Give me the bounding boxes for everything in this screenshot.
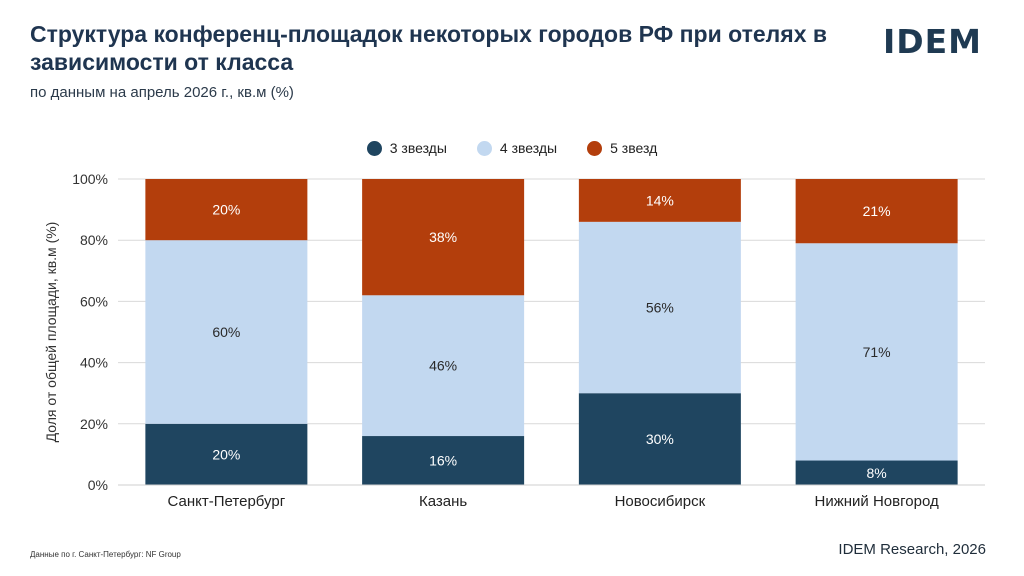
legend-item-4-stars: 4 звезды bbox=[476, 140, 558, 156]
x-tick-label: Нижний Новгород bbox=[815, 493, 939, 510]
y-tick-label: 60% bbox=[80, 293, 108, 309]
x-tick-label: Санкт-Петербург bbox=[168, 493, 286, 510]
data-label: 38% bbox=[429, 229, 457, 245]
legend-label-3-stars: 3 звезды bbox=[389, 140, 447, 156]
bar-segment bbox=[362, 436, 525, 485]
legend-label-5-stars: 5 звезд bbox=[610, 140, 658, 156]
y-tick-label: 20% bbox=[80, 416, 108, 432]
legend-swatch-4-stars bbox=[476, 140, 492, 156]
data-label: 20% bbox=[212, 202, 240, 218]
bar-segment bbox=[795, 179, 958, 244]
bar-segment bbox=[145, 240, 308, 424]
y-tick-label: 0% bbox=[88, 477, 108, 493]
legend-item-3-stars: 3 звезды bbox=[366, 140, 447, 156]
legend-label-4-stars: 4 звезды bbox=[499, 140, 558, 156]
y-tick-label: 40% bbox=[80, 355, 108, 371]
y-tick-label: 100% bbox=[72, 171, 108, 187]
bar-segment bbox=[145, 179, 308, 241]
chart-title: Структура конференц-площадок некоторых г… bbox=[30, 21, 828, 75]
research-credit: IDEM Research, 2026 bbox=[838, 541, 986, 558]
y-axis-label: Доля от общей площади, кв.м (%) bbox=[43, 222, 59, 443]
data-label: 46% bbox=[429, 358, 457, 374]
legend-swatch-3-stars bbox=[366, 140, 382, 156]
legend-swatch-5-stars bbox=[587, 140, 603, 156]
bar-segment bbox=[795, 460, 958, 485]
y-tick-label: 80% bbox=[80, 232, 108, 248]
bar-segment bbox=[578, 221, 741, 394]
data-label: 8% bbox=[867, 465, 887, 481]
chart-subtitle: по данным на апрель 2026 г., кв.м (%) bbox=[30, 84, 294, 101]
bar-segment bbox=[578, 393, 741, 485]
chart-legend: 3 звезды 4 звезды 5 звезд bbox=[0, 140, 1024, 156]
data-label: 20% bbox=[212, 446, 240, 462]
bar-segment bbox=[145, 423, 308, 485]
data-label: 56% bbox=[646, 300, 674, 316]
bar-segment bbox=[362, 179, 525, 296]
data-label: 14% bbox=[646, 192, 674, 208]
legend-item-5-stars: 5 звезд bbox=[587, 140, 657, 156]
data-label: 60% bbox=[212, 324, 240, 340]
data-label: 30% bbox=[646, 431, 674, 447]
x-tick-label: Казань bbox=[419, 493, 467, 510]
x-tick-label: Новосибирск bbox=[615, 493, 706, 510]
bar-segment bbox=[362, 295, 525, 437]
bar-segment bbox=[795, 243, 958, 461]
data-label: 71% bbox=[863, 344, 891, 360]
data-label: 21% bbox=[863, 203, 891, 219]
bar-segment bbox=[578, 179, 741, 222]
data-source-note: Данные по г. Санкт-Петербург: NF Group bbox=[30, 550, 181, 559]
idem-logo: IDEM bbox=[882, 22, 982, 61]
data-label: 16% bbox=[429, 453, 457, 469]
